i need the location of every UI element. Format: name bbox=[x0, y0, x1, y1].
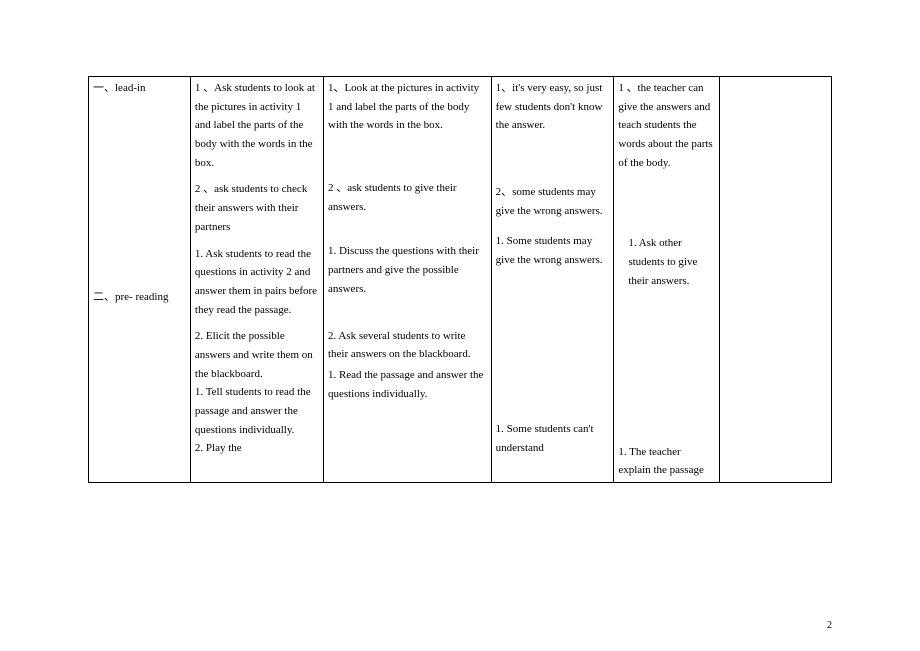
student-block-4: 2. Ask several students to write their a… bbox=[328, 327, 487, 364]
teacher-activity-cell: 1 、Ask students to look at the pictures … bbox=[190, 77, 323, 483]
stage-label-1: 一、lead-in bbox=[93, 79, 186, 98]
prediction-block-3: 1. Some students may give the wrong answ… bbox=[496, 232, 610, 269]
teacher-block-6: 2. Play the bbox=[195, 439, 319, 458]
teacher-block-3: 1. Ask students to read the questions in… bbox=[195, 245, 319, 320]
student-block-1: 1、Look at the pictures in activity 1 and… bbox=[328, 79, 487, 135]
teacher-block-2: 2 、ask students to check their answers w… bbox=[195, 180, 319, 236]
prediction-cell: 1、it's very easy, so just few students d… bbox=[491, 77, 614, 483]
solution-block-1: 1 、the teacher can give the answers and … bbox=[618, 79, 714, 172]
student-activity-cell: 1、Look at the pictures in activity 1 and… bbox=[323, 77, 491, 483]
solution-block-2: 1. Ask other students to give their answ… bbox=[618, 234, 714, 290]
solution-block-3: 1. The teacher explain the passage bbox=[618, 443, 714, 480]
notes-cell bbox=[719, 77, 831, 483]
student-block-3: 1. Discuss the questions with their part… bbox=[328, 242, 487, 298]
teacher-block-4: 2. Elicit the possible answers and write… bbox=[195, 327, 319, 383]
stage-label-2: 二、pre- reading bbox=[93, 288, 186, 307]
stage-cell: 一、lead-in 二、pre- reading bbox=[89, 77, 191, 483]
prediction-block-2: 2、some students may give the wrong answe… bbox=[496, 183, 610, 220]
prediction-block-4: 1. Some students can't understand bbox=[496, 420, 610, 457]
student-block-2: 2 、ask students to give their answers. bbox=[328, 179, 487, 216]
prediction-block-1: 1、it's very easy, so just few students d… bbox=[496, 79, 610, 135]
lesson-plan-table: 一、lead-in 二、pre- reading 1 、Ask students… bbox=[88, 76, 832, 483]
teacher-block-1: 1 、Ask students to look at the pictures … bbox=[195, 79, 319, 172]
solution-cell: 1 、the teacher can give the answers and … bbox=[614, 77, 719, 483]
student-block-5: 1. Read the passage and answer the quest… bbox=[328, 366, 487, 403]
teacher-block-5: 1. Tell students to read the passage and… bbox=[195, 383, 319, 439]
page-number: 2 bbox=[827, 620, 832, 631]
table-row: 一、lead-in 二、pre- reading 1 、Ask students… bbox=[89, 77, 832, 483]
